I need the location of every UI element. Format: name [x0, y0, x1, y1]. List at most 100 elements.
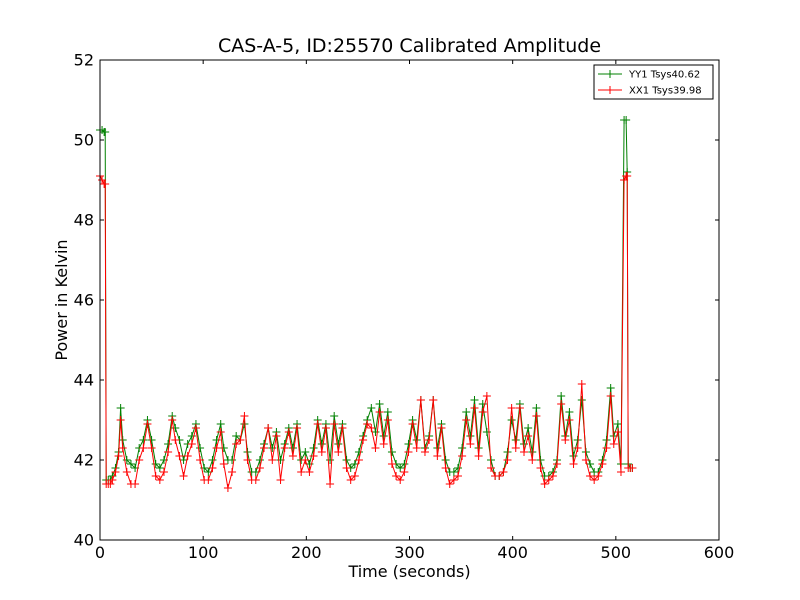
data-point — [577, 396, 586, 404]
data-point — [255, 456, 264, 464]
data-point — [379, 440, 388, 448]
data-point — [236, 436, 245, 444]
data-point — [151, 460, 160, 468]
data-point — [557, 392, 566, 400]
data-point — [268, 444, 277, 452]
data-point — [598, 460, 607, 468]
data-point — [342, 456, 351, 464]
data-point — [586, 472, 595, 480]
legend: YY1 Tsys40.62 XX1 Tsys39.98 — [593, 64, 714, 100]
data-point — [433, 452, 442, 460]
data-point — [565, 408, 574, 416]
data-point — [196, 456, 205, 464]
data-point — [255, 464, 264, 472]
data-point — [371, 444, 380, 452]
data-point — [420, 448, 429, 456]
data-point — [412, 444, 421, 452]
data-point — [301, 448, 310, 456]
data-point — [553, 460, 562, 468]
data-point — [482, 428, 491, 436]
data-point — [204, 476, 213, 484]
y-axis-label: Power in Kelvin — [52, 239, 71, 360]
data-point — [495, 472, 504, 480]
data-point — [449, 476, 458, 484]
data-point — [569, 460, 578, 468]
data-point — [536, 464, 545, 472]
data-point — [272, 432, 281, 440]
data-point — [151, 472, 160, 480]
data-point — [379, 432, 388, 440]
data-point — [219, 444, 228, 452]
ticks-layer: 0 100 200 300 400 500 600 40 42 44 46 48 50 52 — [74, 51, 735, 563]
data-point — [487, 464, 496, 472]
data-point — [602, 444, 611, 452]
data-point — [139, 444, 148, 452]
x-tick-label: 0 — [95, 543, 105, 562]
data-point — [212, 444, 221, 452]
data-point — [108, 476, 117, 484]
data-point — [334, 440, 343, 448]
x-tick-label: 200 — [291, 543, 322, 562]
data-point — [228, 468, 237, 476]
data-point — [317, 448, 326, 456]
data-point — [392, 472, 401, 480]
data-point — [216, 420, 225, 428]
data-point — [445, 480, 454, 488]
data-point — [116, 404, 125, 412]
data-point — [309, 444, 318, 452]
data-point — [143, 420, 152, 428]
data-point — [171, 424, 180, 432]
data-point — [507, 416, 516, 424]
data-point — [111, 468, 120, 476]
legend-marker-yy1 — [606, 70, 614, 78]
data-point — [101, 180, 110, 188]
data-point — [416, 396, 425, 404]
chart-title: CAS-A-5, ID:25570 Calibrated Amplitude — [218, 35, 601, 57]
legend-label-yy1: YY1 Tsys40.62 — [628, 70, 700, 81]
data-point — [503, 456, 512, 464]
data-point — [396, 464, 405, 472]
data-point — [264, 424, 273, 432]
data-point — [179, 472, 188, 480]
x-axis-label: Time (seconds) — [347, 562, 470, 581]
data-point — [466, 440, 475, 448]
data-point — [613, 428, 622, 436]
series-markers-xx1 — [96, 172, 637, 492]
data-point — [532, 412, 541, 420]
data-point — [191, 424, 200, 432]
data-point — [404, 448, 413, 456]
data-point — [159, 468, 168, 476]
data-point — [122, 456, 131, 464]
data-point — [179, 456, 188, 464]
data-point — [458, 452, 467, 460]
data-point — [622, 116, 631, 124]
data-point — [462, 408, 471, 416]
data-point — [453, 464, 462, 472]
data-point — [458, 444, 467, 452]
data-point — [118, 444, 127, 452]
data-point — [106, 480, 115, 488]
data-point — [408, 420, 417, 428]
data-point — [350, 472, 359, 480]
data-point — [326, 456, 335, 464]
y-tick-label: 48 — [74, 211, 94, 230]
data-point — [363, 420, 372, 428]
data-point — [540, 480, 549, 488]
data-point — [616, 468, 625, 476]
data-point — [581, 456, 590, 464]
data-point — [478, 408, 487, 416]
data-point — [171, 436, 180, 444]
data-point — [470, 404, 479, 412]
data-point — [147, 444, 156, 452]
data-point — [251, 476, 260, 484]
data-point — [561, 436, 570, 444]
data-point — [590, 476, 599, 484]
data-point — [375, 408, 384, 416]
data-point — [293, 424, 302, 432]
y-tick-label: 46 — [74, 291, 94, 310]
data-point — [326, 480, 335, 488]
data-point — [240, 412, 249, 420]
data-point — [280, 444, 289, 452]
legend-box — [593, 64, 714, 100]
